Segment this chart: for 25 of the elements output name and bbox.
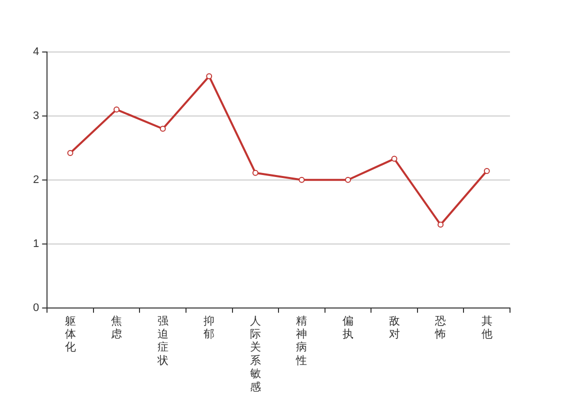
x-tick-label: 恐怖 xyxy=(434,314,446,340)
y-tick-label: 4 xyxy=(32,46,40,58)
point xyxy=(160,126,166,132)
x-tick-label: 偏执 xyxy=(342,314,354,340)
x-tick-label: 其他 xyxy=(481,314,492,340)
y-tick-label: 3 xyxy=(32,110,40,122)
x-tick-label: 焦虑 xyxy=(111,314,122,340)
x-tick-label: 精神病性 xyxy=(295,314,308,367)
y-tick-label: 1 xyxy=(32,238,40,250)
point xyxy=(114,106,120,113)
x-tick-label: 敌对 xyxy=(388,314,400,340)
point xyxy=(67,150,74,156)
point xyxy=(206,73,212,80)
point xyxy=(484,168,490,174)
x-tick-label: 人际关系敏感 xyxy=(250,314,261,394)
x-tick-label: 抑郁 xyxy=(204,314,215,340)
y-tick-label: 2 xyxy=(32,174,40,186)
x-tick-label: 躯体化 xyxy=(64,314,76,354)
point xyxy=(344,176,351,183)
point xyxy=(298,176,305,183)
point xyxy=(438,222,444,228)
x-tick-label: 强迫症状 xyxy=(156,314,168,367)
y-tick-label: 0 xyxy=(32,302,40,314)
point xyxy=(391,156,398,162)
point xyxy=(252,170,258,176)
